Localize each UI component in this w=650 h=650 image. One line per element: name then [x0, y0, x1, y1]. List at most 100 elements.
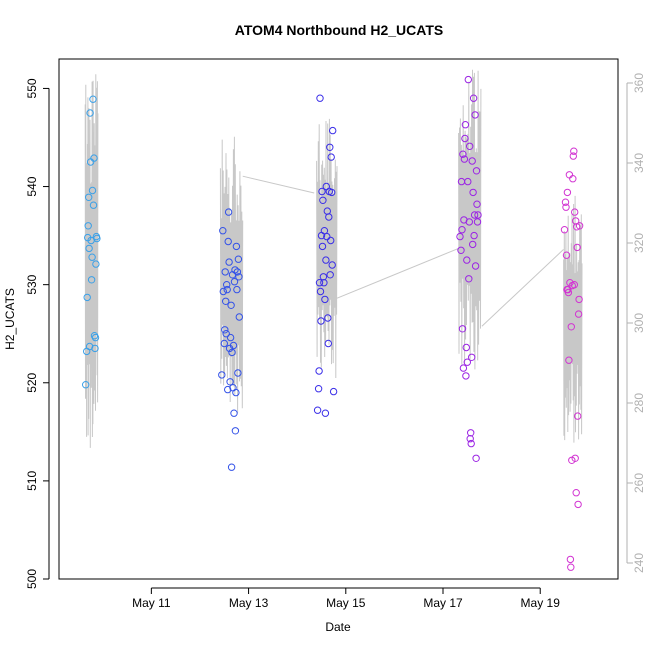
data-point — [227, 463, 236, 471]
data-point — [230, 278, 239, 286]
data-point — [232, 388, 240, 397]
chart-title: ATOM4 Northbound H2_UCATS — [235, 22, 443, 38]
data-point — [567, 323, 575, 331]
data-point — [459, 364, 468, 372]
y2-tick-label: 320 — [632, 233, 646, 253]
data-point — [233, 285, 241, 294]
data-point — [571, 454, 579, 462]
data-point — [224, 208, 233, 216]
data-point — [572, 489, 580, 497]
data-point — [571, 208, 579, 216]
data-point — [319, 196, 327, 205]
data-point — [574, 500, 582, 509]
trace-segment — [458, 69, 482, 370]
data-point — [90, 154, 98, 162]
data-point — [224, 385, 232, 394]
data-point — [471, 111, 479, 119]
trace-connector — [242, 175, 315, 194]
data-point — [560, 226, 569, 234]
data-point — [228, 348, 236, 357]
x-axis-title: Date — [325, 620, 351, 634]
data-point — [230, 409, 238, 417]
data-point — [469, 240, 477, 249]
data-point — [461, 121, 470, 129]
data-point — [329, 126, 337, 135]
data-point — [565, 171, 574, 179]
data-point — [223, 281, 231, 289]
data-point — [467, 439, 475, 448]
data-point — [462, 372, 470, 380]
trace-connector — [481, 249, 564, 327]
y2-tick-label: 300 — [632, 313, 646, 333]
data-point — [567, 563, 575, 571]
data-point — [463, 256, 471, 264]
data-point — [564, 288, 573, 297]
data-point — [85, 193, 93, 202]
data-point — [462, 343, 470, 352]
data-point — [459, 150, 467, 158]
data-point — [85, 244, 93, 253]
x-tick-label: May 13 — [229, 596, 269, 610]
y-tick-label: 500 — [25, 569, 39, 589]
trace-segment — [84, 74, 99, 448]
data-point — [327, 236, 335, 245]
data-point — [84, 222, 92, 230]
data-point — [575, 222, 584, 230]
data-point — [472, 454, 480, 462]
data-point — [471, 262, 480, 270]
data-point — [232, 242, 241, 251]
data-point — [458, 226, 466, 234]
data-point — [569, 152, 577, 160]
data-point — [326, 271, 334, 279]
data-point — [223, 285, 231, 294]
data-point — [574, 412, 582, 420]
y-tick-label: 550 — [25, 78, 39, 98]
data-point — [221, 326, 229, 334]
data-point — [325, 213, 333, 221]
y-axis-title: H2_UCATS — [3, 288, 17, 350]
data-point — [227, 301, 235, 309]
data-point — [316, 94, 324, 102]
data-point — [235, 273, 243, 281]
data-point — [464, 75, 472, 84]
y2-tick-label: 340 — [632, 153, 646, 173]
data-point — [321, 409, 330, 417]
data-point — [222, 330, 230, 338]
data-point — [231, 266, 239, 274]
x-tick-label: May 11 — [132, 596, 171, 610]
bottom-axis: May 11 May 13 May 15 May 17 May 19 — [132, 587, 560, 610]
data-point — [315, 279, 324, 287]
data-point — [318, 242, 327, 251]
data-point — [91, 333, 100, 342]
data-point — [562, 203, 570, 211]
data-point — [314, 385, 323, 393]
data-point — [464, 177, 472, 186]
data-point — [88, 186, 97, 195]
data-point — [463, 358, 471, 366]
data-point — [460, 155, 469, 163]
data-point — [473, 218, 482, 226]
data-point — [219, 287, 228, 296]
data-point — [322, 256, 330, 264]
y2-tick-label: 240 — [632, 553, 646, 573]
data-point — [575, 295, 583, 304]
y-tick-label: 540 — [25, 176, 39, 196]
data-point — [86, 109, 94, 117]
trace-segment — [563, 195, 583, 443]
data-point — [472, 167, 481, 175]
plot-frame — [58, 58, 619, 580]
y2-tick-label: 280 — [632, 393, 646, 413]
data-point — [468, 353, 476, 361]
data-point — [574, 310, 583, 318]
left-axis: 500 510 520 530 540 550 — [25, 78, 50, 589]
data-point — [222, 297, 230, 305]
data-point — [93, 234, 101, 243]
x-tick-label: May 15 — [326, 596, 366, 610]
data-point — [89, 95, 97, 103]
data-point — [233, 268, 242, 276]
data-point — [316, 287, 325, 296]
data-point — [570, 281, 578, 289]
data-point — [573, 243, 581, 252]
data-point — [229, 341, 238, 350]
